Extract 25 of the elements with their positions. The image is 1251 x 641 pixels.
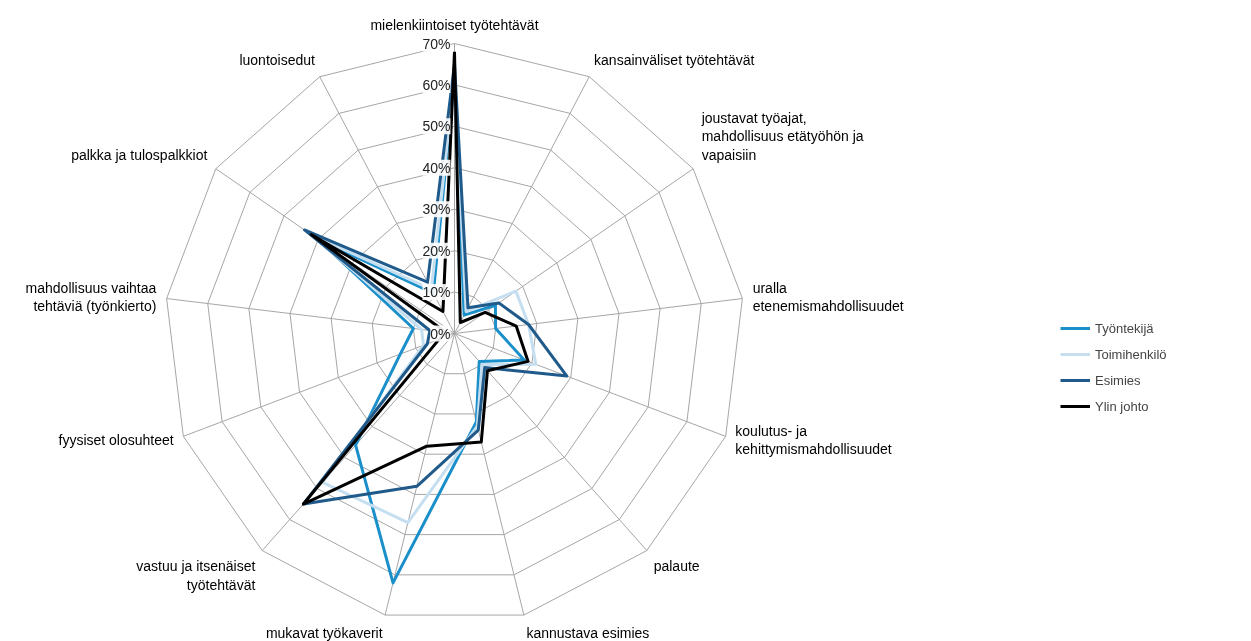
spoke-label: vastuu ja itsenäiset työtehtävät <box>136 558 256 593</box>
spoke-label: kannustava esimies <box>526 625 650 641</box>
y-tick-label: 40% <box>422 159 451 176</box>
y-tick-label: 60% <box>422 76 451 93</box>
y-tick-label: 10% <box>422 284 451 301</box>
spoke-label: joustavat työajat, mahdollisuus etätyöhön ja vapaisiin <box>700 110 864 163</box>
spoke-label: kansainväliset työtehtävät <box>594 51 755 68</box>
legend-label: Ylin johto <box>1095 398 1149 414</box>
spoke-label: fyysiset olosuhteet <box>58 432 174 449</box>
spoke-label: koulutus- ja kehittymismahdollisuudet <box>735 422 892 458</box>
spoke-label: luontoisedut <box>239 51 316 68</box>
spoke-label: mukavat työkaverit <box>265 625 383 641</box>
y-tick-label: 30% <box>422 201 451 218</box>
y-tick-label: 0% <box>430 325 451 342</box>
spoke-label: mielenkiintoiset työtehtävät <box>370 17 539 34</box>
legend-label: Esimies <box>1095 372 1141 388</box>
y-tick-label: 50% <box>422 118 451 135</box>
y-tick-label: 20% <box>422 242 451 259</box>
legend-label: Työntekijä <box>1095 320 1154 336</box>
legend-label: Toimihenkilö <box>1095 346 1167 362</box>
spoke-label: palaute <box>653 558 700 575</box>
spoke-label: uralla etenemismahdollisuudet <box>752 280 904 315</box>
spoke-label: mahdollisuus vaihtaa tehtäviä (työnkierto) <box>25 280 157 315</box>
y-tick-label: 70% <box>422 35 451 52</box>
spoke-label: palkka ja tulospalkkiot <box>71 146 208 163</box>
